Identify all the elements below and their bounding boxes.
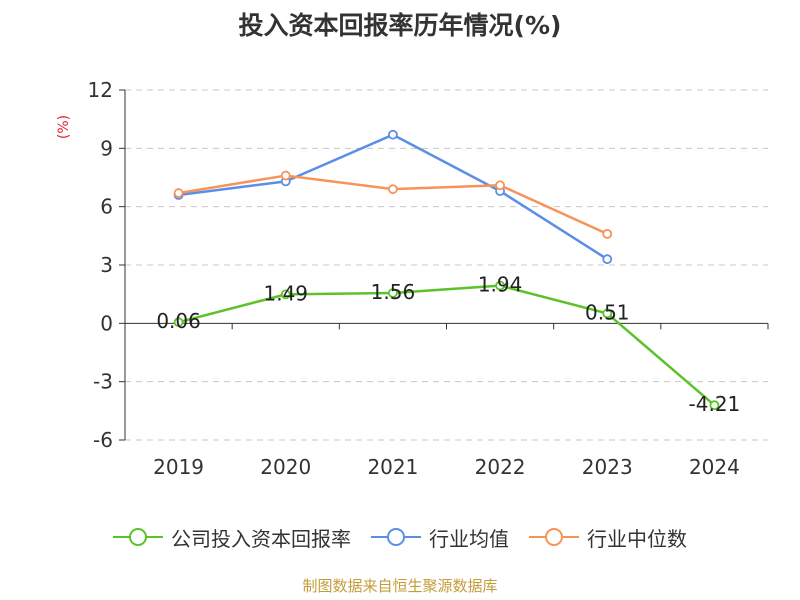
legend-line-marker-icon	[371, 528, 421, 546]
x-tick-label: 2022	[475, 455, 526, 479]
series-line-0	[178, 284, 716, 407]
legend-item-industry-median[interactable]: 行业中位数	[529, 523, 687, 552]
data-point	[602, 308, 613, 319]
data-point	[173, 188, 184, 198]
legend-item-company[interactable]: 公司投入资本回报率	[113, 523, 351, 552]
data-label: 1.49	[263, 281, 308, 305]
x-tick-label: 2020	[260, 455, 311, 479]
chart-legend: 公司投入资本回报率 行业均值 行业中位数	[0, 520, 800, 554]
legend-line-marker-icon	[113, 528, 163, 546]
data-label: -4.21	[689, 392, 741, 416]
y-tick-label: -3	[93, 370, 113, 394]
data-point	[280, 289, 291, 300]
data-point	[602, 228, 613, 239]
x-tick-label: 2023	[582, 455, 633, 479]
data-point	[709, 400, 720, 411]
series-line-1	[178, 133, 608, 261]
data-point	[495, 280, 505, 291]
data-source-note: 制图数据来自恒生聚源数据库	[302, 577, 498, 595]
grid-layer	[125, 89, 768, 441]
data-point	[388, 288, 398, 298]
y-tick-label: 0	[100, 311, 113, 335]
y-axis-unit-label: (%)	[56, 115, 72, 139]
y-tick-label: 6	[100, 195, 113, 219]
x-tick-label: 2021	[367, 455, 418, 479]
data-point	[388, 184, 398, 195]
legend-item-industry-mean[interactable]: 行业均值	[371, 523, 509, 552]
legend-line-marker-icon	[529, 528, 579, 546]
x-tick-label: 2024	[689, 455, 740, 479]
data-label: 1.56	[371, 280, 416, 304]
data-point	[173, 317, 184, 328]
legend-label-industry-median: 行业中位数	[587, 526, 687, 551]
data-point	[495, 180, 505, 191]
x-tick-label: 2019	[153, 455, 204, 479]
legend-label-company: 公司投入资本回报率	[171, 526, 351, 551]
legend-label-industry-mean: 行业均值	[429, 526, 509, 551]
y-tick-label: -6	[93, 428, 113, 452]
data-label-layer: 0.06 1.49 1.56 1.94 0.51 -4.21	[156, 273, 740, 417]
y-tick-label: 12	[88, 78, 113, 102]
y-tick-label: 9	[100, 136, 113, 160]
series-layer	[173, 129, 720, 411]
data-label: 0.51	[585, 300, 630, 324]
data-label: 0.06	[156, 309, 201, 333]
axis-layer: 12 9 6 3 0 -3 -6 (%) 2019 2020 2021 2022 2023 2024	[56, 78, 769, 479]
data-point	[602, 254, 613, 265]
chart-title: 投入资本回报率历年情况(%)	[238, 11, 562, 40]
y-tick-label: 3	[100, 253, 113, 277]
data-point	[280, 170, 291, 181]
data-point	[388, 129, 398, 140]
data-label: 1.94	[478, 273, 523, 297]
